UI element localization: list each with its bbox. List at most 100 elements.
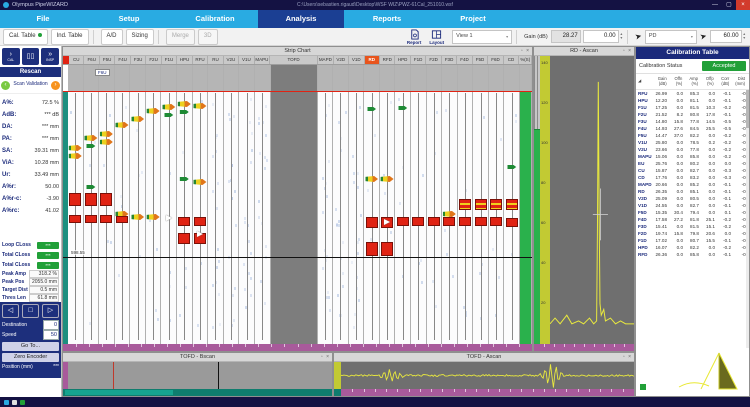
channel-tab-f5d[interactable]: F5D	[473, 56, 489, 64]
channel-tab-tofd[interactable]: TOFD	[270, 56, 319, 64]
lane-rd[interactable]	[364, 65, 380, 344]
channel-tab-rd[interactable]: RD	[364, 56, 380, 64]
calibration-row-f3d[interactable]: F3D 15.41 0.0 81.5 15.1 -0.2 -0.	[638, 224, 747, 229]
lane-f5d[interactable]	[473, 65, 489, 344]
calibration-row-rfu[interactable]: RFU 26.99 0.0 85.3 0.0 -0.1 -0.	[638, 91, 747, 96]
channel-tab-v1u[interactable]: V1U	[239, 56, 255, 64]
calibration-row-f3u[interactable]: F3U 14.80 15.8 77.8 14.5 -0.5 -0.	[638, 119, 747, 124]
report-button[interactable]: Report	[407, 28, 421, 45]
toolbar-button-ind-table[interactable]: Ind. Table	[50, 28, 89, 45]
menu-item-calibration[interactable]: Calibration	[195, 14, 235, 23]
calibration-row-f4d[interactable]: F4D 17.58 27.2 81.8 25.1 -0.2 -0.	[638, 217, 747, 222]
panel-window-icons[interactable]: ▫ ×	[320, 354, 330, 360]
lane-f3u[interactable]	[130, 65, 146, 344]
column-header[interactable]: Gain (dB)	[657, 76, 667, 86]
column-header[interactable]: Offn (%)	[674, 76, 683, 86]
gain-offset-input[interactable]: 0.00	[582, 30, 619, 43]
column-header[interactable]: Offp (%)	[705, 76, 714, 86]
lane-rfu[interactable]	[192, 65, 209, 344]
calibration-row-v1u[interactable]: V1U 25.80 0.0 78.5 0.2 -0.2 -0.	[638, 140, 747, 145]
position-cursor-line[interactable]	[63, 257, 532, 258]
lane-mapu[interactable]	[254, 65, 271, 344]
lane-cu[interactable]	[68, 65, 84, 344]
channel-tab-f4u[interactable]: F4U	[115, 56, 131, 64]
lane-f6u[interactable]	[83, 65, 100, 344]
lane-ru[interactable]	[208, 65, 224, 344]
menu-item-project[interactable]: Project	[460, 14, 486, 23]
lane-s[interactable]	[520, 65, 532, 344]
lane-f2u[interactable]	[145, 65, 162, 344]
column-header[interactable]: Dist (mm)	[735, 76, 745, 86]
calibration-row-rfd[interactable]: RFD 26.36 0.0 85.8 0.0 -0.1 -0.	[638, 252, 747, 257]
cursor-spinner[interactable]: ▲ ▼	[742, 32, 746, 40]
menu-item-analysis[interactable]: Analysis	[258, 10, 344, 28]
channel-tab-f1u[interactable]: F1U	[162, 56, 178, 64]
status-icon[interactable]	[20, 399, 25, 405]
channel-tab-f3u[interactable]: F3U	[131, 56, 147, 64]
tofd-ascan-plot[interactable]	[341, 362, 634, 389]
view-select[interactable]: View 1 ▾	[452, 29, 513, 44]
stop-button[interactable]: □	[22, 304, 39, 318]
calibration-row-v1d[interactable]: V1D 24.55 0.0 82.7 0.0 -0.1 -0.	[638, 203, 747, 208]
red-cursor[interactable]	[112, 362, 114, 389]
lane-v2u[interactable]	[223, 65, 240, 344]
lane-v2d[interactable]	[333, 65, 349, 344]
channel-tab-cu[interactable]: CU	[69, 56, 85, 64]
bscan-scrollbar[interactable]	[63, 389, 332, 396]
lane-f4d[interactable]	[457, 65, 474, 344]
calibration-row-v2u[interactable]: V2U 23.66 0.0 77.8 0.0 -0.2 -0.	[638, 147, 747, 152]
black-cursor[interactable]	[218, 362, 220, 389]
sort-icon[interactable]: ◢	[638, 78, 642, 84]
speed-input[interactable]: 50	[43, 330, 59, 340]
channel-tab-rfu[interactable]: RFU	[193, 56, 209, 64]
lane-f3d[interactable]	[442, 65, 458, 344]
scrollbar-thumb[interactable]	[746, 90, 749, 128]
minimize-button[interactable]: —	[712, 2, 718, 8]
channel-tab-f6u[interactable]: F6U	[84, 56, 100, 64]
pause-button[interactable]: ▯▯	[21, 48, 40, 65]
lane-hpu[interactable]	[177, 65, 193, 344]
channel-tab-f3d[interactable]: F3D	[442, 56, 458, 64]
channel-tab-f2d[interactable]: F2D	[426, 56, 442, 64]
cal-mode-button[interactable]: › CAL	[2, 48, 20, 65]
lane-mapd[interactable]	[317, 65, 334, 344]
layout-button[interactable]: Layout	[429, 29, 444, 45]
calibration-row-cu[interactable]: CU 15.87 0.0 82.7 0.0 -0.3 -0.	[638, 168, 747, 173]
calibration-row-rd[interactable]: RD 26.35 0.0 85.1 0.0 -0.1 -0.	[638, 189, 747, 194]
column-header[interactable]: Amp (%)	[689, 76, 698, 86]
channel-tab-mapu[interactable]: MAPU	[255, 56, 271, 64]
accepted-button[interactable]: Accepted	[702, 61, 746, 71]
lane-v1d[interactable]	[348, 65, 365, 344]
jog-right-button[interactable]: ▷	[42, 304, 59, 318]
gain-spinner[interactable]: ▲ ▼	[619, 32, 624, 40]
close-button[interactable]: ×	[736, 0, 750, 10]
channel-tab-mapd[interactable]: MAPD	[318, 56, 334, 64]
lane-f5u[interactable]	[99, 65, 115, 344]
calibration-row-f5d[interactable]: F5D 15.35 30.4 79.4 0.0 0.1 -0.	[638, 210, 747, 215]
channel-tab-v2u[interactable]: V2U	[224, 56, 240, 64]
channel-tab-hpu[interactable]: HPU	[177, 56, 193, 64]
destination-input[interactable]: 0	[43, 320, 59, 330]
calibration-row-v2d[interactable]: V2D 25.09 0.0 80.5 0.0 -0.1 -0.	[638, 196, 747, 201]
strip-chart-ruler[interactable]	[63, 344, 532, 351]
strip-chart-body[interactable]: 598.55 F6U	[63, 65, 532, 344]
panel-window-icons[interactable]: ▫ ×	[622, 354, 632, 360]
goto-button[interactable]: Go To...	[2, 342, 59, 351]
channel-tab-f6d[interactable]: F6D	[488, 56, 504, 64]
lane-f1u[interactable]	[161, 65, 178, 344]
insp-mode-button[interactable]: » INSP	[41, 48, 60, 65]
cursor-value-input[interactable]: 60.00	[709, 30, 742, 43]
calibration-row-mapd[interactable]: MAPD 20.66 0.0 85.2 0.0 -0.1 -0.	[638, 182, 747, 187]
channel-tab-ru[interactable]: RU	[208, 56, 224, 64]
calibration-row-f5u[interactable]: F5U 14.47 37.0 82.2 0.0 -0.2 -0.	[638, 133, 747, 138]
calibration-row-f2d[interactable]: F2D 19.74 15.8 79.8 20.6 0.0 -0.	[638, 231, 747, 236]
menu-item-reports[interactable]: Reports	[372, 14, 402, 23]
toolbar-button-a-d[interactable]: A/D	[100, 28, 123, 45]
lane-f1d[interactable]	[410, 65, 427, 344]
channel-tab-f2u[interactable]: F2U	[146, 56, 162, 64]
calibration-row-hpu[interactable]: HPU 12.20 0.0 81.1 0.0 -0.1 -0.	[638, 98, 747, 103]
cursor-mode-select[interactable]: PD ▾	[644, 29, 697, 44]
toolbar-button-3d[interactable]: 3D	[197, 28, 218, 45]
next-arrow-icon[interactable]: ›	[51, 80, 60, 90]
jog-left-button[interactable]: ◁	[2, 304, 19, 318]
